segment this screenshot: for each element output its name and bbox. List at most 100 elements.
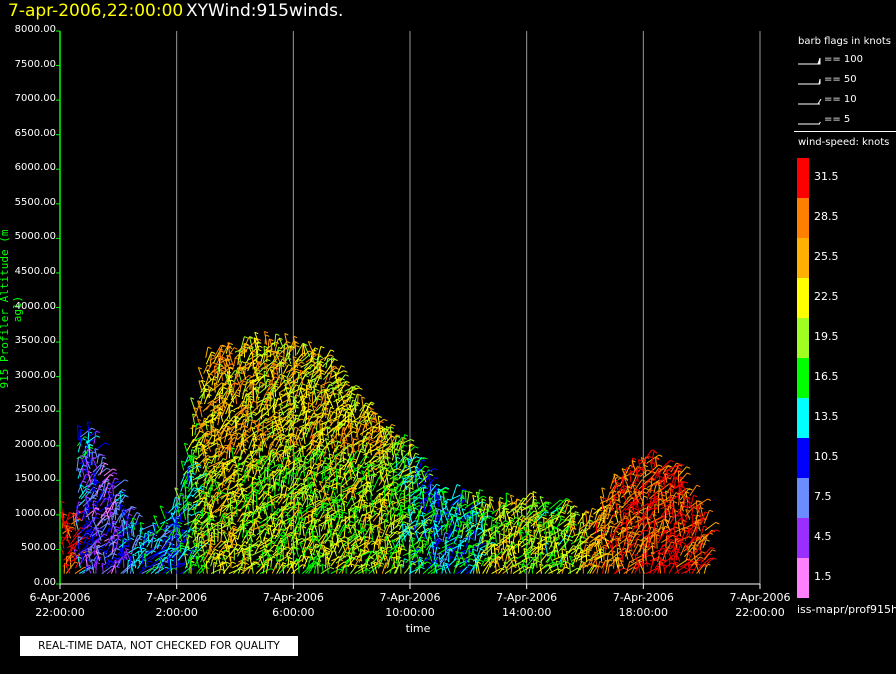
wind-barb <box>201 534 207 548</box>
wind-barb <box>85 440 91 450</box>
wind-barb <box>279 537 285 550</box>
wind-barb <box>131 522 135 538</box>
wind-barb <box>230 487 238 497</box>
wind-barb <box>215 372 220 387</box>
wind-barb-flag <box>343 427 347 430</box>
wind-barb-flag <box>394 486 399 489</box>
wind-barb <box>235 501 238 517</box>
wind-barb <box>323 400 329 413</box>
wind-barb-flag <box>309 408 313 412</box>
wind-barb <box>316 355 320 366</box>
wind-barb <box>356 464 359 478</box>
wind-barb-flag <box>321 427 326 430</box>
wind-barb <box>251 464 254 474</box>
wind-barb <box>292 441 296 454</box>
wind-barb <box>68 547 73 557</box>
wind-barb <box>434 486 446 495</box>
wind-barb <box>324 507 331 519</box>
wind-barb-flag <box>232 561 236 565</box>
wind-barb <box>365 439 371 448</box>
wind-barb <box>257 466 261 476</box>
wind-barb-flag <box>360 450 364 454</box>
wind-barb <box>186 527 189 538</box>
wind-barb <box>393 435 397 450</box>
wind-barb <box>286 395 292 407</box>
wind-barb-flag <box>144 553 149 556</box>
wind-barb-flag <box>95 430 100 433</box>
wind-barb <box>364 516 367 529</box>
wind-barb-flag <box>77 542 82 546</box>
wind-barb <box>302 491 306 502</box>
wind-barb <box>271 421 274 434</box>
wind-barb <box>205 421 208 431</box>
wind-barb <box>237 375 250 385</box>
wind-barb-flag <box>293 468 298 471</box>
wind-barb <box>441 491 447 502</box>
wind-barb-flag <box>231 409 236 413</box>
wind-barb <box>275 367 280 381</box>
wind-barb <box>331 387 336 398</box>
wind-barb-flag <box>75 519 80 522</box>
wind-barb <box>285 459 298 468</box>
wind-barb <box>205 560 208 574</box>
wind-barb <box>100 507 109 519</box>
wind-barb <box>271 390 276 404</box>
wind-barb <box>373 557 383 567</box>
wind-barb <box>167 552 170 567</box>
wind-barb <box>150 566 159 574</box>
wind-barb <box>332 488 338 501</box>
wind-barb-flag <box>351 393 356 396</box>
wind-barb-flag <box>379 420 384 424</box>
wind-barb <box>243 563 246 574</box>
wind-barb <box>338 414 350 425</box>
wind-barb-flag <box>228 531 233 534</box>
wind-barb <box>297 442 311 452</box>
wind-barb-flag <box>201 534 206 537</box>
wind-barb <box>192 506 197 517</box>
wind-barb-flag <box>241 547 246 550</box>
wind-barb <box>427 564 440 574</box>
wind-barb <box>270 513 274 525</box>
wind-barb-flag <box>334 528 339 532</box>
wind-barb-flag <box>230 556 235 559</box>
wind-barb <box>285 488 295 498</box>
wind-barb <box>318 490 322 500</box>
wind-barb <box>269 369 275 381</box>
wind-barb <box>391 508 397 518</box>
wind-barb <box>201 539 211 549</box>
wind-barb <box>171 497 176 510</box>
chart-title: XYWind:915winds. <box>186 1 344 21</box>
wind-barb-flag <box>408 554 413 557</box>
wind-barb <box>245 361 259 370</box>
wind-barb-flag <box>237 432 242 435</box>
wind-barb <box>272 517 276 528</box>
wind-barb-flag <box>396 434 401 437</box>
wind-barb-flag <box>317 353 322 357</box>
wind-barb-flag <box>397 468 402 471</box>
wind-barb <box>267 351 277 358</box>
wind-barb <box>369 502 372 514</box>
wind-barb <box>443 564 447 574</box>
wind-barb <box>319 354 331 362</box>
wind-barb <box>341 490 351 500</box>
wind-barb-flag <box>250 395 254 399</box>
wind-barb-flag <box>378 415 382 418</box>
wind-barb <box>104 507 110 519</box>
wind-barb <box>343 472 348 486</box>
wind-barb <box>257 475 264 489</box>
wind-barb-flag <box>279 411 284 414</box>
wind-barb <box>238 350 241 363</box>
wind-barb <box>222 515 227 525</box>
wind-barb-flag <box>245 529 250 533</box>
wind-barb <box>425 541 433 551</box>
wind-barb-flag <box>116 508 120 511</box>
wind-barb-flag <box>278 346 283 350</box>
wind-barb <box>443 546 450 555</box>
wind-barb-flag <box>411 560 415 564</box>
wind-barb <box>383 501 390 515</box>
wind-barb-flag <box>235 374 240 377</box>
wind-barb <box>266 549 273 562</box>
wind-barb <box>341 476 353 487</box>
wind-barb <box>119 520 125 529</box>
wind-barb <box>154 538 160 549</box>
